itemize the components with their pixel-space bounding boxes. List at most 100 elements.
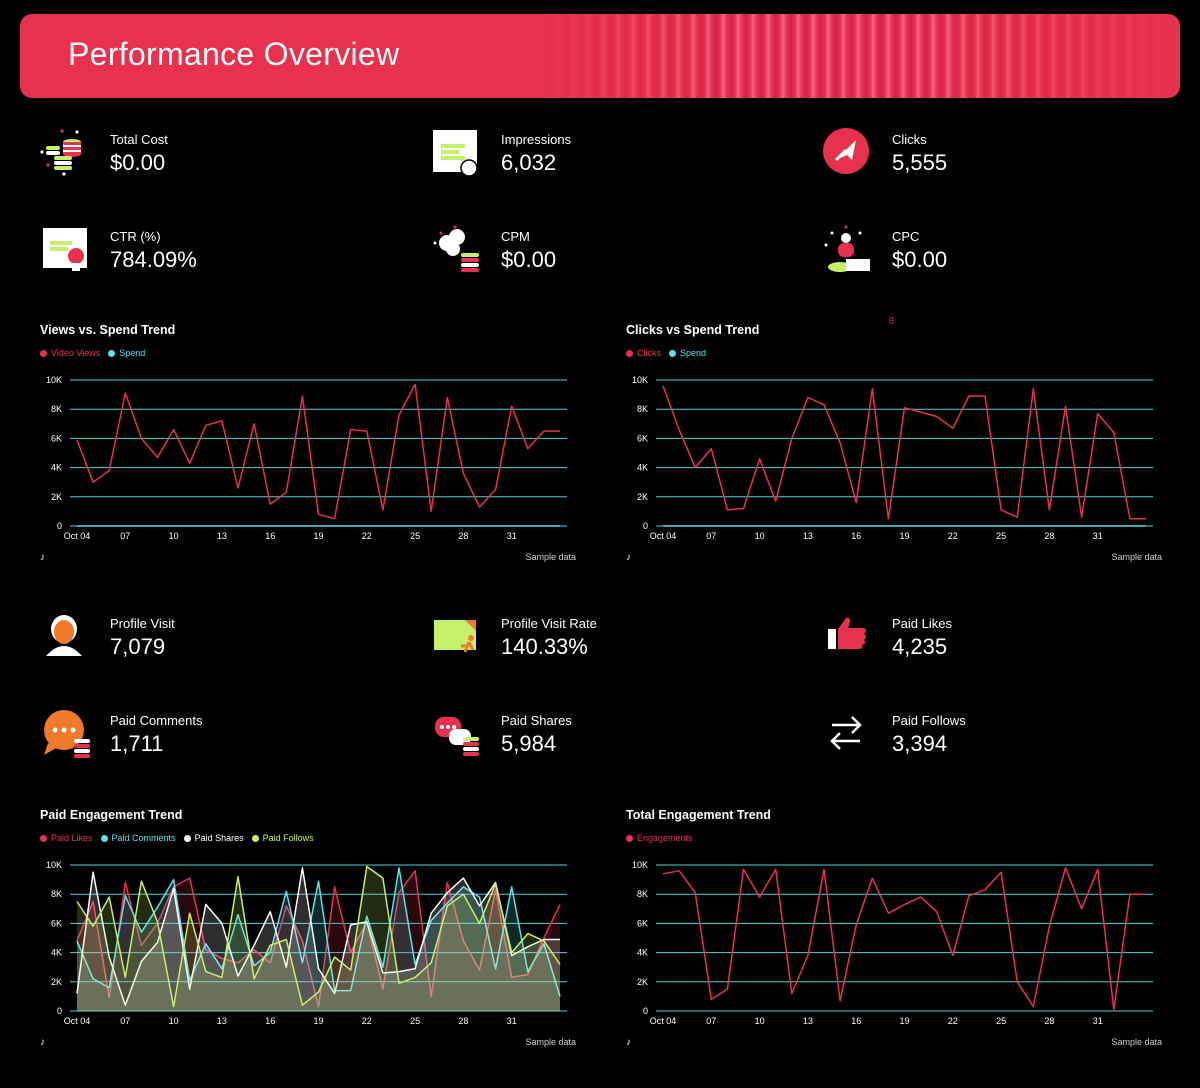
data-point[interactable] [461,892,466,897]
data-point[interactable] [429,509,434,514]
data-point[interactable] [1127,892,1132,897]
data-point[interactable] [525,524,530,529]
data-point[interactable] [203,524,208,529]
data-point[interactable] [757,456,762,461]
data-point[interactable] [236,486,241,491]
data-point[interactable] [123,975,128,980]
data-point[interactable] [332,884,337,889]
data-point[interactable] [187,524,192,529]
data-point[interactable] [558,962,563,967]
data-point[interactable] [445,880,450,885]
data-point[interactable] [934,414,939,419]
data-point[interactable] [316,966,321,971]
data-point[interactable] [123,893,128,898]
data-point[interactable] [870,524,875,529]
data-point[interactable] [1095,411,1100,416]
data-point[interactable] [661,871,666,876]
data-point[interactable] [1063,865,1068,870]
data-point[interactable] [1015,515,1020,520]
data-point[interactable] [838,998,843,1003]
data-point[interactable] [284,490,289,495]
data-point[interactable] [950,426,955,431]
data-point[interactable] [493,524,498,529]
data-point[interactable] [870,386,875,391]
data-point[interactable] [236,524,241,529]
data-point[interactable] [541,938,546,943]
data-point[interactable] [709,524,714,529]
data-point[interactable] [902,405,907,410]
data-point[interactable] [364,429,369,434]
data-point[interactable] [171,427,176,432]
data-point[interactable] [805,524,810,529]
data-point[interactable] [886,911,891,916]
data-point[interactable] [107,895,112,900]
data-point[interactable] [75,524,80,529]
data-point[interactable] [1015,979,1020,984]
data-point[interactable] [773,867,778,872]
data-point[interactable] [477,524,482,529]
data-point[interactable] [316,990,321,995]
data-point[interactable] [870,876,875,881]
data-point[interactable] [741,867,746,872]
data-point[interactable] [300,394,305,399]
legend-item[interactable]: Paid Shares [183,833,244,843]
data-point[interactable] [332,524,337,529]
data-point[interactable] [429,960,434,965]
data-point[interactable] [661,383,666,388]
data-point[interactable] [822,867,827,872]
data-point[interactable] [219,975,224,980]
data-point[interactable] [461,524,466,529]
data-point[interactable] [677,524,682,529]
data-point[interactable] [316,879,321,884]
data-point[interactable] [541,524,546,529]
data-point[interactable] [789,991,794,996]
data-point[interactable] [950,953,955,958]
data-point[interactable] [558,429,563,434]
data-point[interactable] [348,968,353,973]
data-point[interactable] [348,427,353,432]
data-point[interactable] [171,524,176,529]
data-point[interactable] [107,468,112,473]
data-point[interactable] [693,890,698,895]
data-point[interactable] [139,524,144,529]
data-point[interactable] [805,953,810,958]
data-point[interactable] [1095,524,1100,529]
data-point[interactable] [123,391,128,396]
data-point[interactable] [300,865,305,870]
data-point[interactable] [477,895,482,900]
data-point[interactable] [477,921,482,926]
data-point[interactable] [822,402,827,407]
data-point[interactable] [509,524,514,529]
data-point[interactable] [139,436,144,441]
data-point[interactable] [983,887,988,892]
data-point[interactable] [171,886,176,891]
data-point[interactable] [461,876,466,881]
data-point[interactable] [1031,1004,1036,1009]
data-point[interactable] [236,874,241,879]
data-point[interactable] [364,864,369,869]
data-point[interactable] [1095,867,1100,872]
data-point[interactable] [493,487,498,492]
data-point[interactable] [252,421,257,426]
data-point[interactable] [252,943,257,948]
data-point[interactable] [541,429,546,434]
data-point[interactable] [773,524,778,529]
legend-item[interactable]: Paid Follows [251,833,314,843]
data-point[interactable] [364,524,369,529]
data-point[interactable] [1079,515,1084,520]
data-point[interactable] [380,524,385,529]
data-point[interactable] [1047,524,1052,529]
data-point[interactable] [155,524,160,529]
data-point[interactable] [838,524,843,529]
data-point[interactable] [397,981,402,986]
data-point[interactable] [300,524,305,529]
data-point[interactable] [284,524,289,529]
data-point[interactable] [493,881,498,886]
data-point[interactable] [445,890,450,895]
data-point[interactable] [316,524,321,529]
data-point[interactable] [219,921,224,926]
data-point[interactable] [348,922,353,927]
data-point[interactable] [789,524,794,529]
data-point[interactable] [332,516,337,521]
data-point[interactable] [300,1003,305,1008]
